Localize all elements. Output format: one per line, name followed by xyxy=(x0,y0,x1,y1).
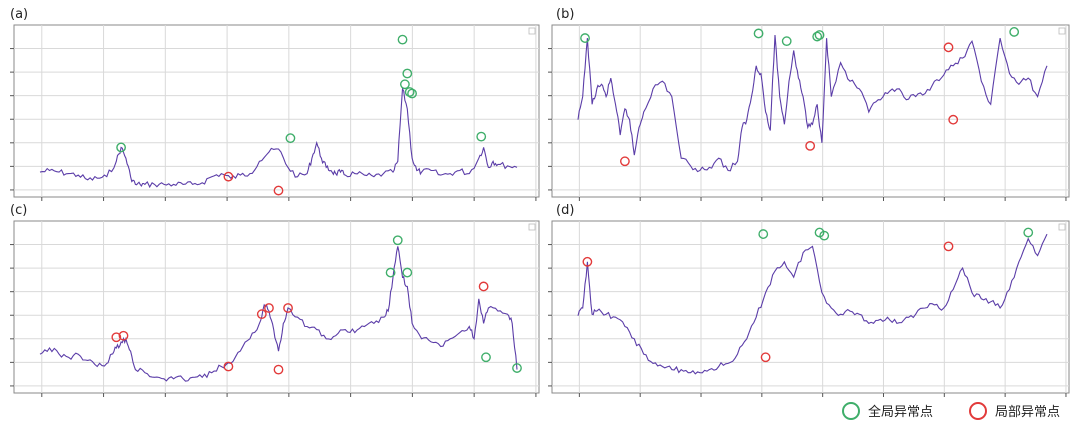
local-anomaly-point xyxy=(478,281,489,292)
global-anomaly-point xyxy=(512,363,522,373)
local-anomaly-point xyxy=(223,171,234,182)
plot-frame xyxy=(551,24,1070,198)
global-anomaly-point xyxy=(812,31,823,42)
panel-1: (a) xyxy=(10,7,540,201)
global-anomaly-point xyxy=(481,352,491,363)
panel-label: (b) xyxy=(556,7,574,22)
global-anomaly-point xyxy=(1009,27,1020,37)
legend-local-icon xyxy=(969,402,987,420)
global-anomaly-point xyxy=(404,87,415,97)
corner-marker xyxy=(1058,223,1066,231)
panel-label: (d) xyxy=(556,203,574,218)
global-anomaly-point xyxy=(753,28,764,39)
corner-marker xyxy=(1058,27,1066,35)
panel-label: (a) xyxy=(10,7,28,22)
local-anomaly-point xyxy=(118,330,129,341)
local-anomaly-point xyxy=(273,364,284,375)
global-anomaly-point xyxy=(407,88,417,99)
local-anomaly-point xyxy=(283,303,293,313)
plot-frame xyxy=(13,220,540,394)
global-anomaly-point xyxy=(285,133,296,144)
local-anomaly-point xyxy=(943,241,954,252)
local-anomaly-point xyxy=(760,352,771,363)
series-line xyxy=(577,34,1048,173)
local-anomaly-point xyxy=(111,332,122,343)
series-line xyxy=(39,246,518,382)
corner-marker xyxy=(528,223,536,231)
corner-marker xyxy=(528,27,536,35)
global-anomaly-point xyxy=(1023,227,1034,238)
panel-3: (c) xyxy=(10,203,540,397)
series-line xyxy=(39,87,518,189)
panel-4: (d) xyxy=(548,203,1070,397)
local-anomaly-point xyxy=(805,140,816,151)
legend-global-label: 全局异常点 xyxy=(868,404,933,420)
local-anomaly-point xyxy=(223,361,234,372)
legend-local-label: 局部异常点 xyxy=(995,405,1060,420)
plot-frame xyxy=(13,24,540,198)
local-anomaly-point xyxy=(264,303,274,313)
local-anomaly-point xyxy=(273,185,284,196)
local-anomaly-point xyxy=(620,156,630,167)
panels-group: (a) (b) (c) (d) xyxy=(10,7,1070,397)
global-anomaly-point xyxy=(580,33,590,43)
global-anomaly-point xyxy=(397,34,408,45)
local-anomaly-point xyxy=(948,114,959,125)
local-anomaly-point xyxy=(943,42,954,53)
series-line xyxy=(577,233,1048,375)
legend-global-icon xyxy=(842,402,860,420)
global-anomaly-point xyxy=(819,230,830,241)
plot-frame xyxy=(551,220,1070,394)
panel-2: (b) xyxy=(548,7,1070,201)
local-anomaly-point xyxy=(582,256,593,267)
legend: 全局异常点 局部异常点 xyxy=(842,402,1060,420)
global-anomaly-point xyxy=(385,267,396,278)
global-anomaly-point xyxy=(781,36,792,47)
global-anomaly-point xyxy=(400,79,410,90)
global-anomaly-point xyxy=(476,131,487,142)
local-anomaly-point xyxy=(256,309,267,320)
panel-label: (c) xyxy=(10,203,27,218)
global-anomaly-point xyxy=(814,30,825,40)
global-anomaly-point xyxy=(392,235,403,246)
global-anomaly-point xyxy=(116,142,126,153)
global-anomaly-point xyxy=(402,68,413,79)
global-anomaly-point xyxy=(758,229,769,239)
global-anomaly-point xyxy=(402,267,413,278)
